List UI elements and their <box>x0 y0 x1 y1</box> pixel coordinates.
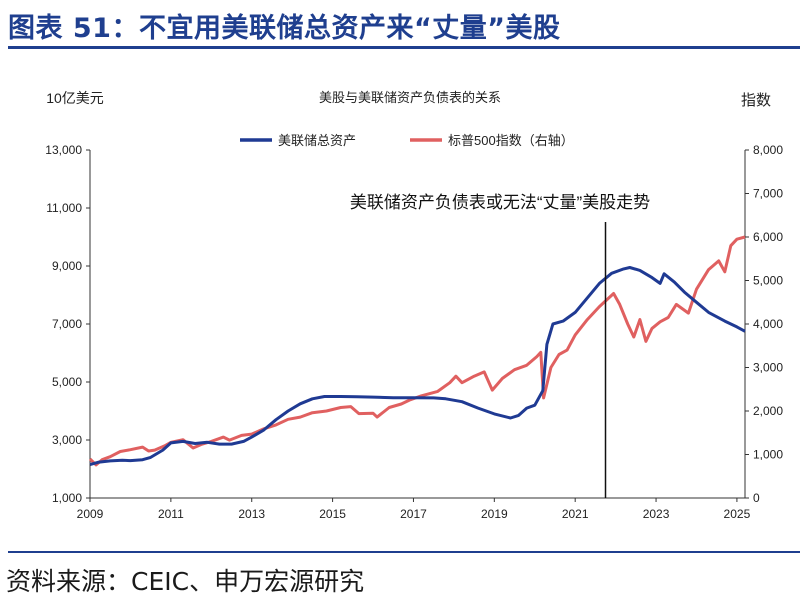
right-tick-label: 7,000 <box>753 187 783 201</box>
right-axis-unit: 指数 <box>741 92 771 109</box>
source-rule <box>8 551 800 553</box>
left-tick-label: 9,000 <box>52 259 82 273</box>
right-tick-label: 4,000 <box>753 317 783 331</box>
annotation-text: 美联储资产负债表或无法“丈量”美股走势 <box>350 193 650 212</box>
series-group <box>88 235 746 467</box>
left-tick-label: 3,000 <box>52 433 82 447</box>
left-tick-label: 11,000 <box>46 201 82 215</box>
x-tick-label: 2019 <box>481 507 508 521</box>
title-rule <box>8 46 800 49</box>
fed-assets-line <box>89 266 746 467</box>
x-tick-label: 2011 <box>158 507 184 521</box>
left-tick-label: 13,000 <box>45 143 82 157</box>
x-tick-label: 2017 <box>400 507 427 521</box>
x-tick-label: 2025 <box>724 507 751 521</box>
left-tick-label: 7,000 <box>52 317 82 331</box>
chart-title: 美股与美联储资产负债表的关系 <box>319 90 501 105</box>
axes-group: 1,000 3,000 5,000 7,000 9,000 11,000 13,000 0 1,… <box>45 143 783 521</box>
left-axis-unit: 10亿美元 <box>46 90 104 106</box>
sp500-line <box>88 235 746 467</box>
left-tick-label: 1,000 <box>52 491 82 505</box>
right-tick-label: 8,000 <box>753 143 783 157</box>
left-tick-label: 5,000 <box>52 375 82 389</box>
right-tick-label: 3,000 <box>753 361 783 375</box>
x-tick-label: 2021 <box>562 507 589 521</box>
source-note: 资料来源：CEIC、申万宏源研究 <box>6 567 365 596</box>
x-tick-label: 2023 <box>643 507 670 521</box>
right-tick-label: 0 <box>753 491 760 505</box>
x-tick-label: 2009 <box>77 507 104 521</box>
right-tick-label: 2,000 <box>753 404 783 418</box>
x-tick-label: 2013 <box>238 507 265 521</box>
figure-title: 图表 51：不宜用美联储总资产来“丈量”美股 <box>8 13 561 44</box>
right-tick-label: 1,000 <box>753 448 783 462</box>
legend-label-fed-assets: 美联储总资产 <box>278 133 356 148</box>
legend-label-sp500: 标普500指数（右轴） <box>448 133 574 148</box>
right-tick-label: 5,000 <box>753 274 783 288</box>
right-tick-label: 6,000 <box>753 230 783 244</box>
x-tick-label: 2015 <box>319 507 346 521</box>
